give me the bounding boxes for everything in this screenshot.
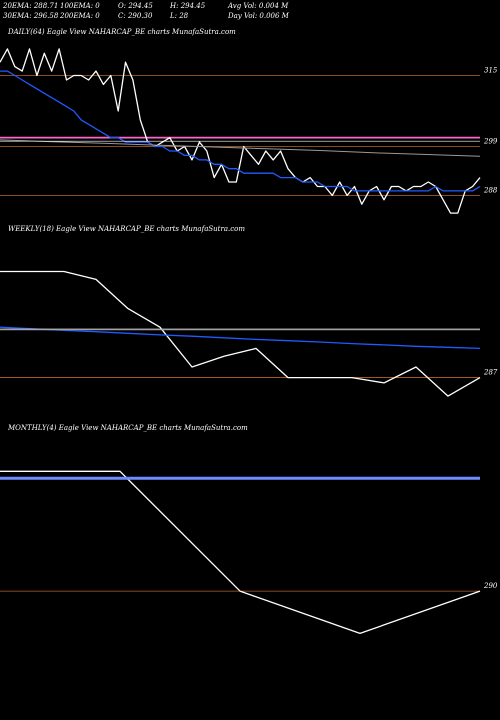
weekly-series-ema	[0, 326, 481, 350]
header-dayvol: Day Vol: 0.006 M	[228, 12, 289, 20]
header-ema20: 20EMA: 288.71	[3, 2, 59, 10]
daily-series-price	[0, 48, 481, 214]
daily-panel-title: DAILY(64) Eagle View NAHARCAP_BE charts …	[8, 28, 236, 36]
monthly-series-price	[0, 470, 481, 635]
daily-series-long_ema	[0, 139, 481, 157]
weekly-chart: 287	[0, 270, 498, 397]
header-ema200: 200EMA: 0	[60, 12, 100, 20]
header-open: O: 294.45	[118, 2, 153, 10]
weekly-series-price	[0, 270, 481, 397]
daily-tick-label-1: 299	[483, 138, 498, 146]
monthly-panel-title: MONTHLY(4) Eagle View NAHARCAP_BE charts…	[8, 424, 248, 432]
header-low: L: 28	[170, 12, 189, 20]
daily-series-ema	[0, 70, 481, 192]
header-ema30: 30EMA: 296.58	[3, 12, 59, 20]
header-close: C: 290.30	[118, 12, 153, 20]
weekly-tick-label-0: 287	[483, 369, 498, 377]
header-ema100: 100EMA: 0	[60, 2, 100, 10]
header-high: H: 294.45	[170, 2, 206, 10]
weekly-panel-title: WEEKLY(18) Eagle View NAHARCAP_BE charts…	[8, 225, 246, 233]
header-avgvol: Avg Vol: 0.004 M	[228, 2, 289, 10]
daily-tick-label-0: 315	[484, 67, 498, 75]
daily-chart: 315 299 288	[0, 48, 498, 214]
monthly-chart: 290	[0, 470, 498, 635]
daily-tick-label-2: 288	[483, 186, 498, 194]
monthly-tick-label-0: 290	[483, 582, 498, 590]
